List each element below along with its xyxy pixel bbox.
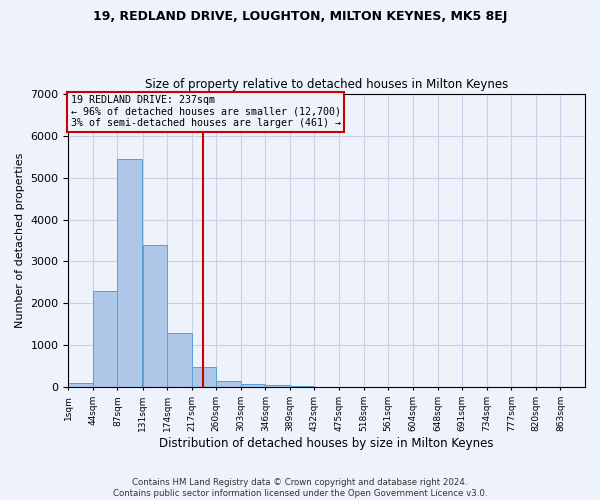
Y-axis label: Number of detached properties: Number of detached properties bbox=[15, 153, 25, 328]
X-axis label: Distribution of detached houses by size in Milton Keynes: Distribution of detached houses by size … bbox=[160, 437, 494, 450]
Text: 19, REDLAND DRIVE, LOUGHTON, MILTON KEYNES, MK5 8EJ: 19, REDLAND DRIVE, LOUGHTON, MILTON KEYN… bbox=[93, 10, 507, 23]
Bar bbox=[192, 368, 216, 388]
Text: 19 REDLAND DRIVE: 237sqm
← 96% of detached houses are smaller (12,700)
3% of sem: 19 REDLAND DRIVE: 237sqm ← 96% of detach… bbox=[71, 95, 341, 128]
Text: Contains HM Land Registry data © Crown copyright and database right 2024.
Contai: Contains HM Land Registry data © Crown c… bbox=[113, 478, 487, 498]
Bar bbox=[118, 158, 142, 388]
Bar bbox=[241, 384, 265, 388]
Bar bbox=[265, 386, 290, 388]
Bar bbox=[290, 386, 314, 388]
Bar bbox=[143, 244, 167, 388]
Bar bbox=[216, 381, 241, 388]
Title: Size of property relative to detached houses in Milton Keynes: Size of property relative to detached ho… bbox=[145, 78, 508, 91]
Bar bbox=[167, 333, 192, 388]
Bar bbox=[93, 291, 118, 388]
Bar bbox=[68, 383, 93, 388]
Bar bbox=[314, 387, 339, 388]
